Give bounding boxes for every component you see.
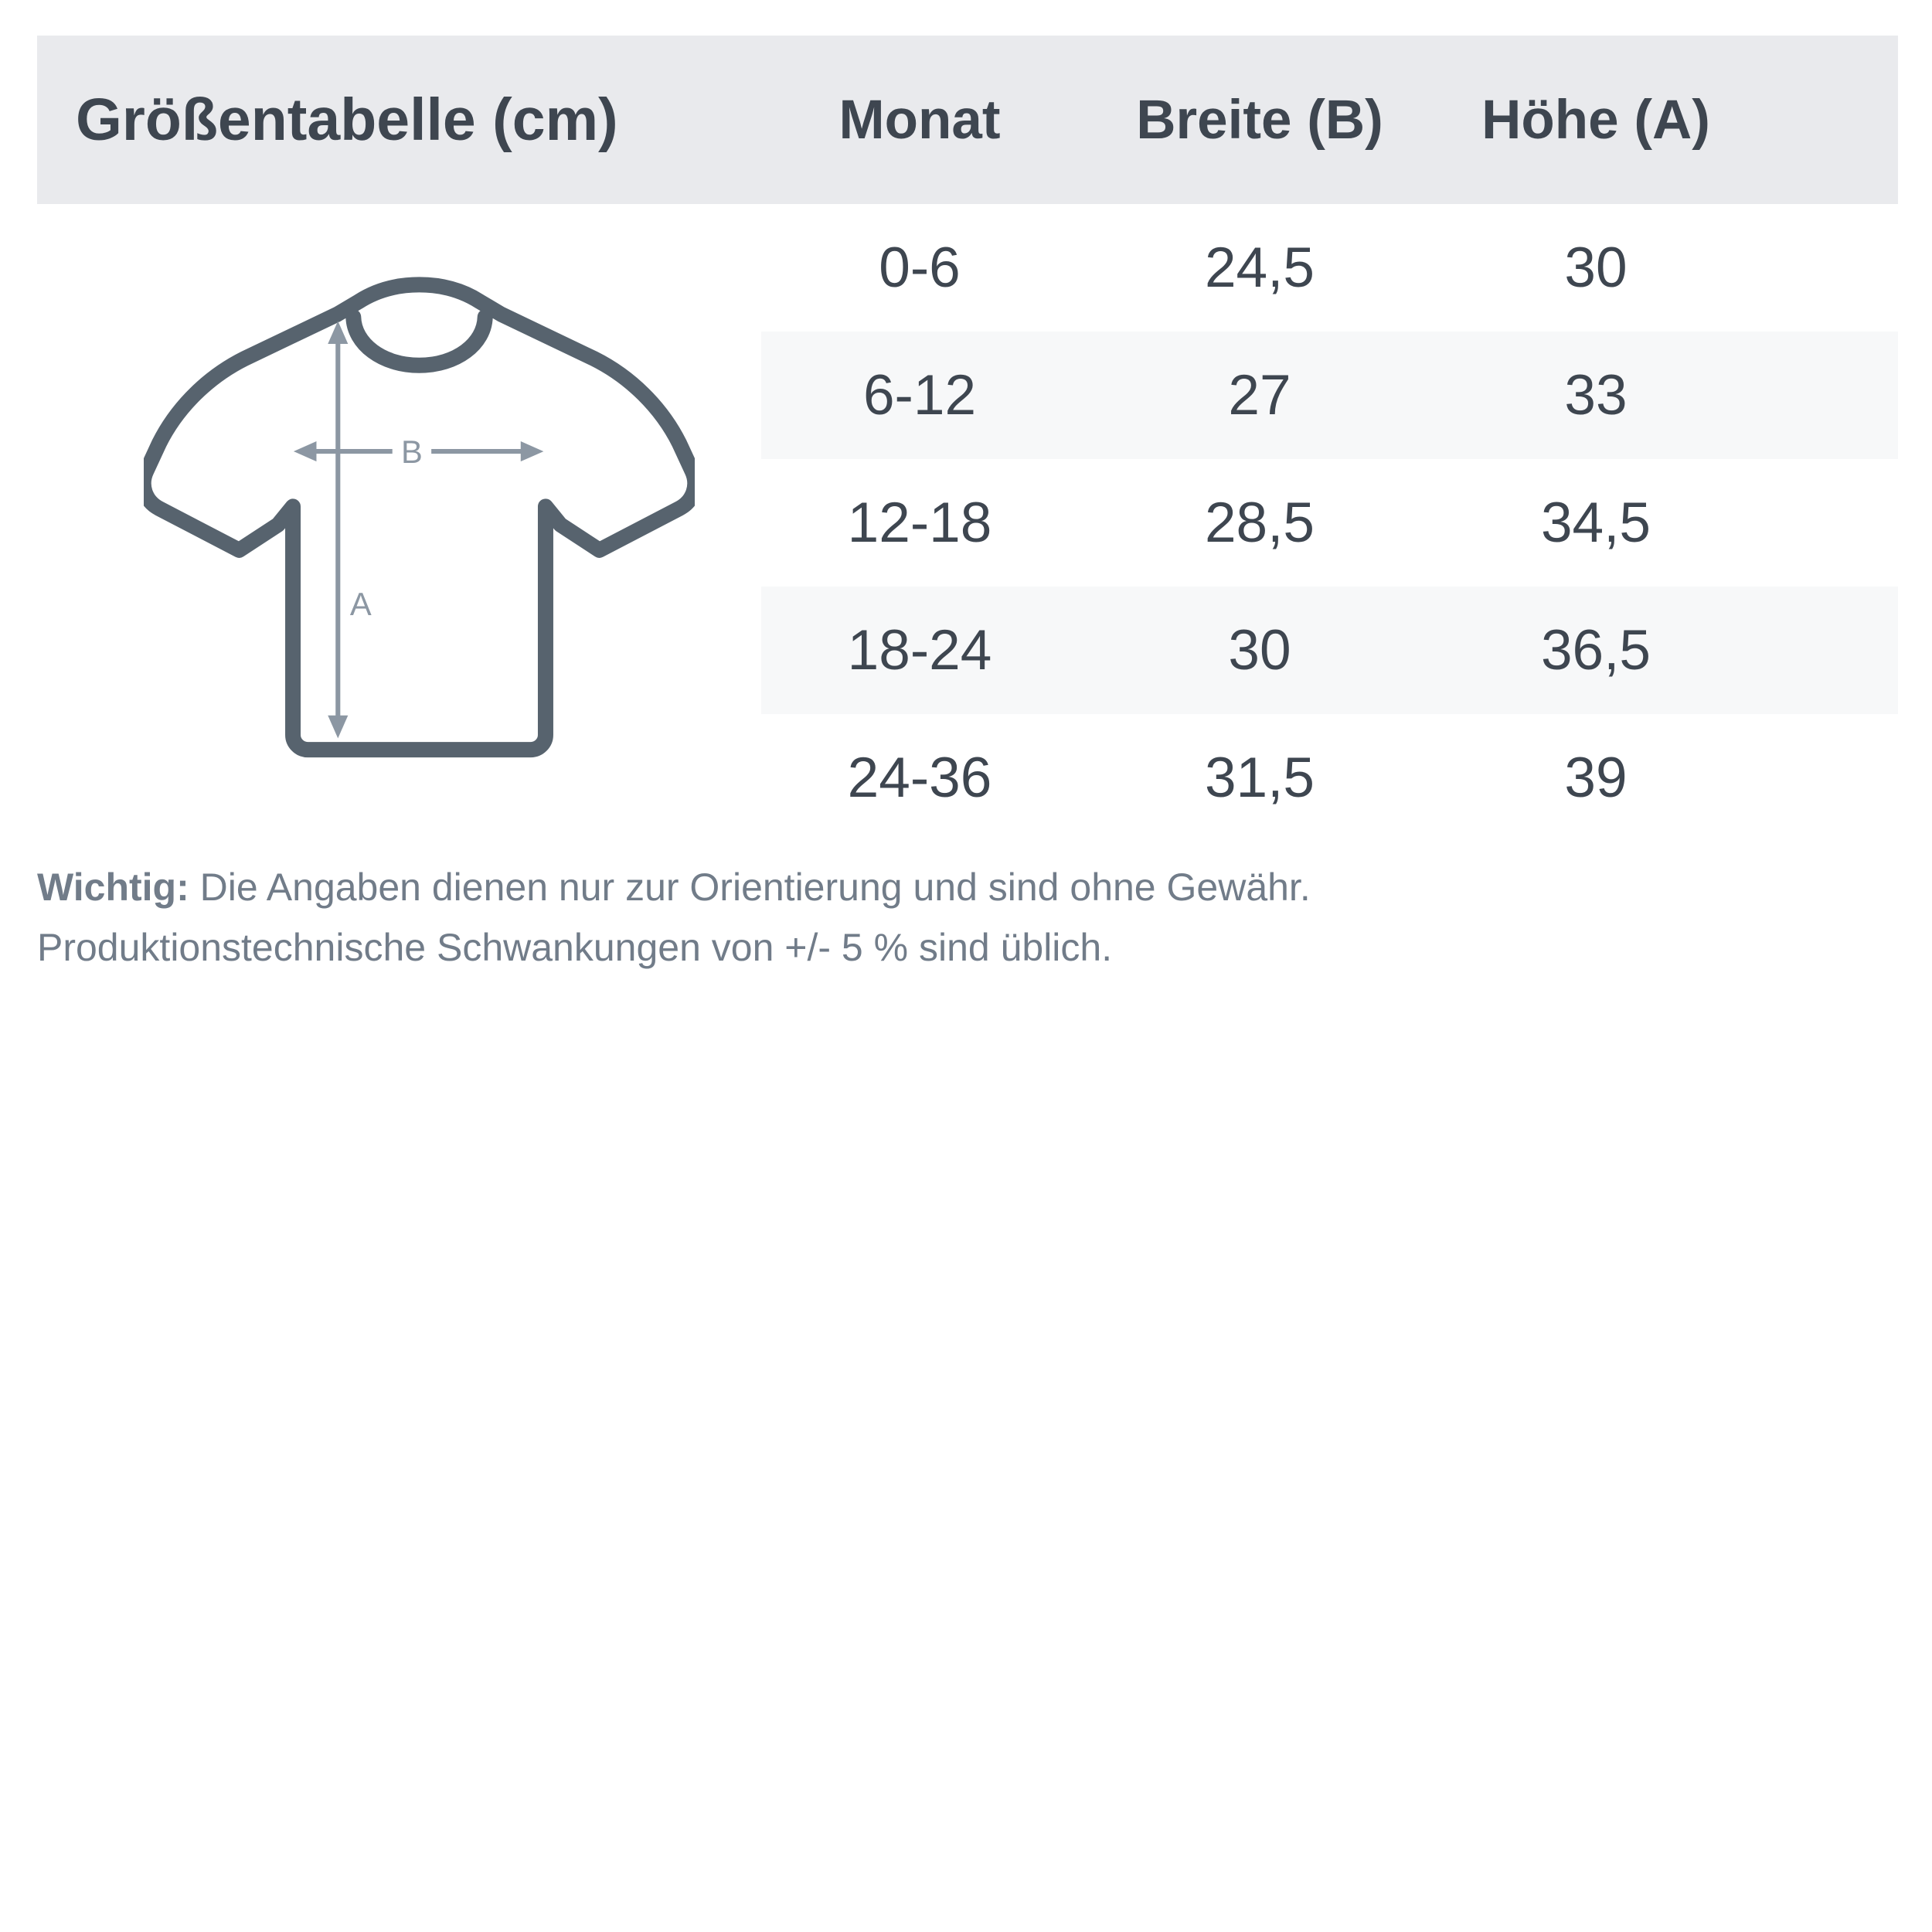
svg-text:A: A — [350, 586, 372, 622]
svg-text:B: B — [401, 434, 423, 470]
